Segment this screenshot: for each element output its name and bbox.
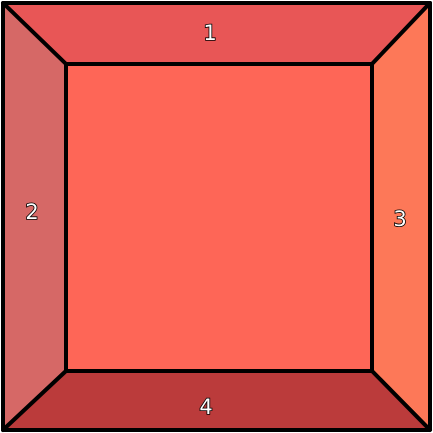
right-panel-label: 3 (393, 207, 406, 231)
bottom-panel-label: 4 (199, 395, 212, 419)
left-panel-label: 2 (25, 200, 38, 224)
top-panel-label: 1 (203, 21, 216, 45)
center-panel (64, 62, 374, 373)
bottom-panel (1, 369, 432, 432)
